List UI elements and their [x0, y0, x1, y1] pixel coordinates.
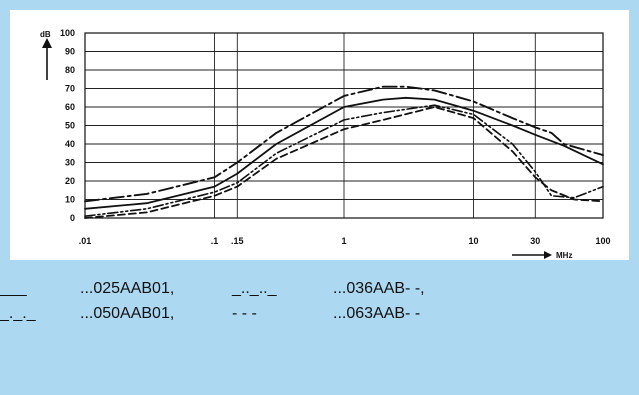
x-tick-label: .15: [231, 236, 244, 246]
legend-marker-solid: ___: [0, 280, 27, 297]
legend-marker-dashdot: _.._.._: [232, 280, 277, 297]
y-tick-labels: 0 10 20 30 40 50 60 70 80 90 100: [60, 28, 75, 223]
y-tick-label: 100: [60, 28, 75, 38]
y-tick-label: 70: [65, 84, 75, 94]
y-tick-label: 40: [65, 139, 75, 149]
y-tick-label: 90: [65, 47, 75, 57]
series-lines: [84, 85, 604, 219]
legend-row: ___ ...025AAB01, _.._.._ ...036AAB- -,: [0, 280, 639, 304]
x-axis-arrow: [512, 251, 552, 259]
series-line-solid: [84, 96, 604, 210]
series-line-dashdot: [84, 85, 604, 203]
legend-row: _._._ ...050AAB01, - - - ...063AAB- -: [0, 305, 639, 329]
y-tick-label: 80: [65, 65, 75, 75]
y-tick-label: 10: [65, 195, 75, 205]
legend-label: ...036AAB- -,: [333, 280, 425, 297]
x-tick-label: 100: [595, 236, 610, 246]
y-tick-label: 60: [65, 102, 75, 112]
y-tick-label: 0: [70, 213, 75, 223]
x-tick-label: 10: [468, 236, 478, 246]
x-tick-labels: .01 .1 .15 1 10 30 100: [79, 236, 611, 246]
x-axis-unit: MHz: [556, 251, 572, 260]
series-line-dashdotdot: [84, 104, 604, 217]
x-tick-label: 30: [530, 236, 540, 246]
x-tick-label: 1: [341, 236, 346, 246]
x-tick-label: .01: [79, 236, 92, 246]
legend-label: ...063AAB- -: [333, 305, 421, 322]
legend-marker-dashdotdot: _._._: [0, 305, 36, 322]
series-line-dashed: [84, 106, 604, 219]
y-tick-label: 20: [65, 176, 75, 186]
legend-label: ...025AAB01,: [80, 280, 175, 297]
y-tick-label: 30: [65, 158, 75, 168]
legend-label: ...050AAB01,: [80, 305, 175, 322]
y-axis-unit: dB: [40, 30, 51, 39]
legend-marker-dashed: - - -: [232, 305, 257, 322]
x-tick-label: .1: [211, 236, 219, 246]
grid-lines: [84, 32, 604, 219]
plot-border: [84, 32, 604, 219]
y-axis-arrow: [42, 38, 52, 80]
y-tick-label: 50: [65, 121, 75, 131]
